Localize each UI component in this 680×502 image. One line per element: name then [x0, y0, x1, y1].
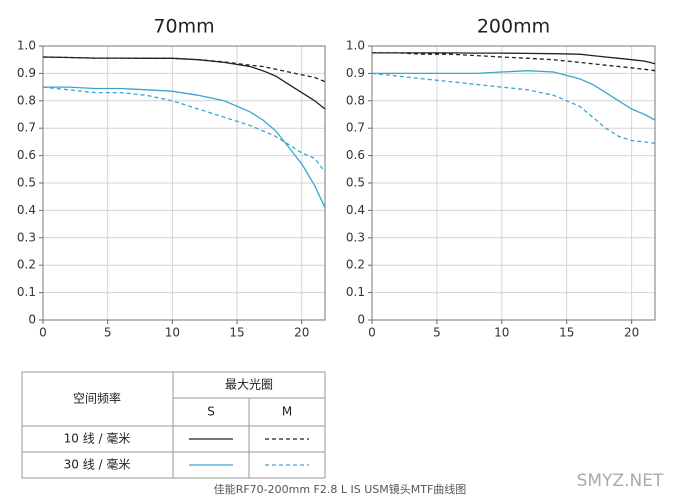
y-tick-label: 0.2 [346, 258, 365, 272]
y-tick-label: 0.3 [346, 230, 365, 244]
table-column: M [282, 405, 292, 419]
plot-frame [42, 45, 326, 321]
table-group: 最大光圈 [225, 378, 273, 392]
x-tick-label: 5 [104, 326, 112, 340]
y-tick-label: 0.9 [346, 66, 365, 80]
y-tick-label: 0.9 [17, 66, 36, 80]
mtf-line [372, 52, 656, 72]
watermark: SMYZ.NET [577, 471, 664, 491]
x-tick-label: 0 [39, 326, 47, 340]
legend-table [21, 371, 326, 479]
x-tick-label: 0 [368, 326, 376, 340]
mtf-line [43, 86, 326, 208]
chart-title: 200mm [477, 16, 550, 38]
mtf-line [371, 72, 656, 144]
y-tick-label: 0.8 [346, 93, 365, 107]
mtf-line [372, 70, 656, 121]
x-tick-label: 15 [559, 326, 574, 340]
table-row: 10 线 / 毫米 [64, 431, 131, 446]
y-tick-label: 0.5 [17, 176, 36, 190]
y-tick-label: 0.7 [346, 121, 365, 135]
mtf-line [372, 52, 656, 65]
mtf-line [42, 56, 326, 110]
x-tick-label: 15 [229, 326, 244, 340]
y-tick-label: 0.6 [17, 148, 36, 162]
y-tick-label: 0.2 [17, 258, 36, 272]
plot-frame [371, 45, 656, 321]
y-tick-label: 1.0 [346, 39, 365, 53]
x-tick-label: 10 [165, 326, 180, 340]
y-tick-label: 0.1 [17, 285, 36, 299]
y-tick-label: 0.6 [346, 148, 365, 162]
x-tick-label: 20 [624, 326, 639, 340]
chart-title: 70mm [153, 16, 214, 38]
table-row: 30 线 / 毫米 [64, 457, 131, 472]
x-tick-label: 5 [433, 326, 441, 340]
table-header: 空间频率 [73, 391, 121, 406]
mtf-line [42, 86, 326, 173]
y-tick-label: 1.0 [17, 39, 36, 53]
y-tick-label: 0.1 [346, 285, 365, 299]
y-tick-label: 0 [28, 313, 36, 327]
caption: 佳能RF70-200mm F2.8 L IS USM镜头MTF曲线图 [214, 482, 467, 496]
y-tick-label: 0.4 [346, 203, 365, 217]
y-tick-label: 0.5 [346, 176, 365, 190]
mtf-line [42, 56, 326, 83]
table-column: S [207, 405, 215, 419]
y-tick-label: 0.7 [17, 121, 36, 135]
x-tick-label: 10 [494, 326, 509, 340]
y-tick-label: 0 [357, 313, 365, 327]
y-tick-label: 0.3 [17, 230, 36, 244]
y-tick-label: 0.8 [17, 93, 36, 107]
y-tick-label: 0.4 [17, 203, 36, 217]
x-tick-label: 20 [294, 326, 309, 340]
